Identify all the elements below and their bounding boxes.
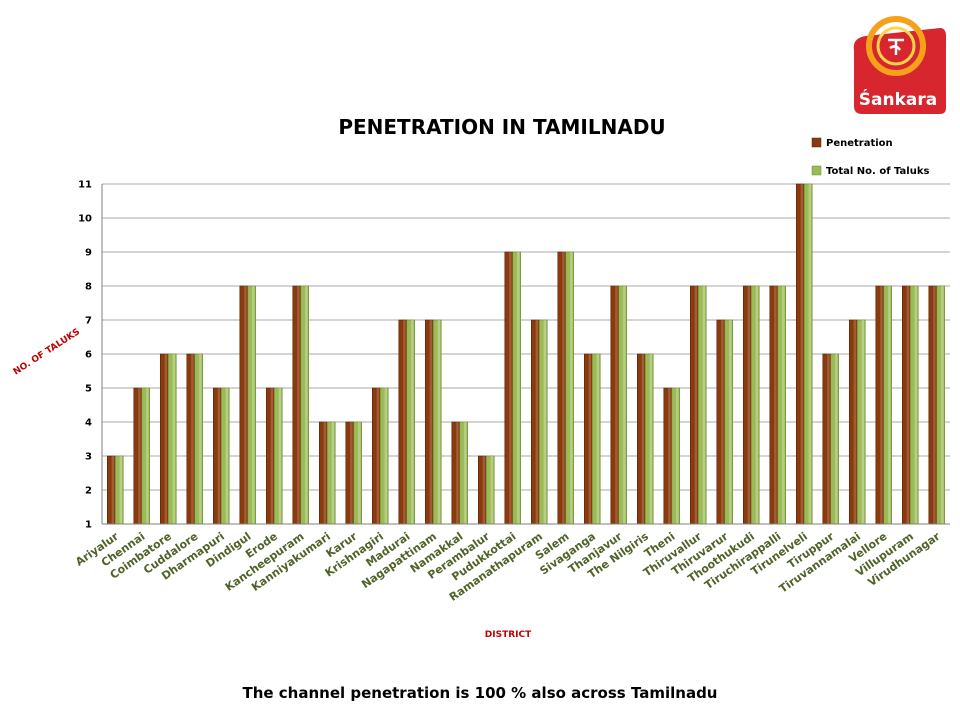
- bar-highlight: [562, 252, 565, 524]
- bar-highlight: [782, 286, 785, 524]
- bar-highlight: [543, 320, 547, 524]
- bar-highlight: [914, 286, 918, 524]
- bar-highlight: [490, 456, 494, 524]
- logo-brand-text: Śankara: [858, 90, 938, 110]
- bar-highlight: [808, 184, 812, 524]
- bar-highlight: [138, 388, 141, 524]
- chart-legend: Penetration Total No. of Taluks: [811, 137, 930, 177]
- bar-highlight: [615, 286, 618, 524]
- bar-highlight: [191, 354, 194, 524]
- bar-highlight: [570, 252, 573, 524]
- bar-highlight: [225, 388, 229, 524]
- bar-highlight: [482, 456, 486, 524]
- bar-highlight: [244, 286, 247, 524]
- y-tick-label: 8: [85, 282, 92, 293]
- bar-highlight: [164, 354, 168, 524]
- bar-highlight: [676, 388, 679, 524]
- bars: [107, 183, 945, 525]
- legend-swatch-penetration: [811, 137, 822, 148]
- y-tick-label: 1: [85, 520, 92, 531]
- y-tick-label: 5: [85, 384, 92, 395]
- y-tick-label: 2: [85, 486, 92, 497]
- bar-highlight: [702, 286, 706, 524]
- bar-highlight: [588, 354, 592, 524]
- chart-title: PENETRATION IN TAMILNADU: [338, 115, 665, 139]
- bar-highlight: [297, 286, 300, 524]
- sankara-logo-mark: [853, 16, 946, 114]
- bar-highlight: [596, 354, 600, 524]
- bar-highlight: [649, 354, 653, 524]
- y-tick-label: 3: [85, 452, 92, 463]
- bar-highlight: [252, 286, 255, 524]
- bar-highlight: [437, 320, 441, 524]
- bar-highlight: [933, 286, 936, 524]
- y-tick-label: 6: [85, 350, 92, 361]
- legend-swatch-total-taluks: [811, 165, 822, 176]
- bar-highlight: [270, 388, 274, 524]
- bar-highlight: [456, 422, 459, 524]
- bar-highlight: [429, 320, 433, 524]
- bar-highlight: [111, 456, 115, 524]
- bar-highlight: [146, 388, 149, 524]
- bar-highlight: [199, 354, 202, 524]
- bar-highlight: [384, 388, 388, 524]
- bar-highlight: [853, 320, 857, 524]
- bar-highlight: [376, 388, 380, 524]
- y-axis-title: NO. OF TALUKS: [12, 327, 82, 377]
- bar-highlight: [827, 354, 830, 524]
- bar-highlight: [403, 320, 406, 524]
- bar-highlight: [906, 286, 910, 524]
- bar-highlight: [119, 456, 123, 524]
- y-axis-ticks: 1 2 3 4 5 6 7 8 9 10 11: [78, 180, 92, 531]
- y-tick-label: 11: [78, 180, 92, 191]
- footer-caption: The channel penetration is 100 % also ac…: [242, 684, 718, 702]
- bar-highlight: [721, 320, 724, 524]
- legend-label-total-taluks: Total No. of Taluks: [826, 166, 930, 177]
- bar-highlight: [800, 184, 804, 524]
- bar-highlight: [535, 320, 539, 524]
- bar-highlight: [747, 286, 751, 524]
- bar-highlight: [641, 354, 645, 524]
- bar-highlight: [305, 286, 308, 524]
- bar-highlight: [941, 286, 944, 524]
- bar-highlight: [358, 422, 361, 524]
- x-axis-ticks: AriyalurChennaiCoimbatoreCuddaloreDharma…: [73, 529, 943, 603]
- bar-highlight: [729, 320, 732, 524]
- y-tick-label: 9: [85, 248, 92, 259]
- legend-label-penetration: Penetration: [826, 138, 893, 149]
- bar-highlight: [217, 388, 221, 524]
- bar-highlight: [331, 422, 335, 524]
- bar-highlight: [411, 320, 414, 524]
- bar-highlight: [861, 320, 865, 524]
- x-axis-title: DISTRICT: [485, 630, 532, 640]
- bar-highlight: [278, 388, 282, 524]
- y-tick-label: 7: [85, 316, 92, 327]
- bar-highlight: [835, 354, 838, 524]
- bar-highlight: [774, 286, 777, 524]
- bar-highlight: [694, 286, 698, 524]
- bar-highlight: [464, 422, 467, 524]
- bar-highlight: [509, 252, 512, 524]
- bar-highlight: [668, 388, 671, 524]
- y-tick-label: 10: [78, 214, 92, 225]
- bar-highlight: [755, 286, 759, 524]
- bar-highlight: [172, 354, 176, 524]
- bar-highlight: [623, 286, 626, 524]
- sankara-logo: Śankara: [848, 8, 948, 116]
- bar-highlight: [350, 422, 353, 524]
- bar-highlight: [323, 422, 327, 524]
- y-tick-label: 4: [85, 418, 92, 429]
- bar-highlight: [888, 286, 891, 524]
- bar-highlight: [880, 286, 883, 524]
- bar-highlight: [517, 252, 520, 524]
